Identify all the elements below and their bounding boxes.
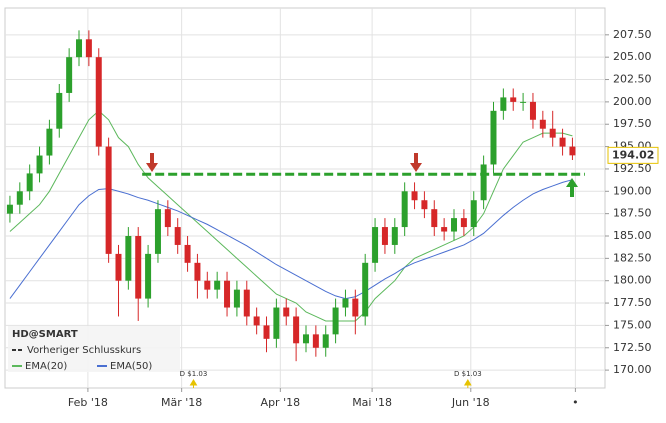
plot-area [4,7,606,389]
candle-body [431,209,438,228]
candle-body [243,289,250,317]
ema-line [9,110,573,322]
candle-body [391,227,398,245]
y-tick-label: 180.00 [613,274,652,287]
candle-body [342,298,349,308]
y-tick-label: 175.00 [613,318,652,331]
candle-body [125,236,132,281]
y-tick-label: 207.50 [613,28,652,41]
candle-body [273,307,280,339]
last-price-box [607,146,659,164]
x-tick-label: • [572,396,579,409]
candle-body [233,289,240,308]
x-tick-label: Jun '18 [451,396,490,409]
candle-body [362,262,369,317]
y-tick-label: 182.50 [613,251,652,264]
candle-body [6,204,13,214]
candle-body [145,253,152,299]
candle-body [421,200,428,210]
legend-label: EMA(50) [110,361,152,372]
candle-body [302,334,309,344]
candle-body [520,101,527,103]
candle-body [85,39,92,58]
y-tick-label: 200.00 [613,95,652,108]
candle-body [441,227,448,232]
candle-body [293,316,300,344]
candle-body [66,57,73,93]
legend-label: Vorheriger Schlusskurs [27,345,141,356]
dividend-marker [463,379,472,388]
y-tick-label: 202.50 [613,73,652,86]
candle-body [263,325,270,339]
candle-body [105,146,112,254]
last-price-label: 194.02 [612,148,654,161]
candle-body [322,334,329,348]
legend-label: EMA(20) [25,361,67,372]
y-tick-label: 172.50 [613,341,652,354]
candle-body [95,57,102,147]
dividend-marker [189,379,198,388]
candle-body [26,173,33,192]
candle-body [529,101,536,120]
candle-body [194,262,201,281]
legend-box [8,326,180,372]
candle-body [500,97,507,111]
candle-body [460,218,467,228]
candle-body [16,191,23,205]
candle-body [76,39,83,58]
legend-title: HD@SMART [12,329,78,340]
x-tick-label: Mär '18 [161,396,202,409]
x-tick-label: Mai '18 [352,396,392,409]
candle-body [490,110,497,165]
y-tick-label: 190.00 [613,184,652,197]
arrow-marker [146,153,158,172]
candle-body [401,191,408,228]
candle-body [559,137,566,147]
candle-body [164,209,171,228]
ema-line [9,179,573,300]
x-tick-label: Feb '18 [68,396,108,409]
candle-body [56,92,63,129]
candle-body [174,227,181,245]
candle-body [253,316,260,326]
candle-body [549,128,556,138]
candle-body [184,244,191,263]
x-tick-label: Apr '18 [261,396,301,409]
candle-body [154,209,161,254]
y-tick-label: 185.00 [613,229,652,242]
dividend-label: D $1.03 [180,370,208,378]
legend: HD@SMART Vorheriger Schlusskurs EMA(20) EMA… [8,326,180,372]
candle-body [312,334,319,348]
candle-body [411,191,418,201]
candle-body [352,298,359,317]
candle-body [115,253,122,281]
candle-body [283,307,290,317]
candle-body [204,280,211,290]
y-tick-label: 197.50 [613,117,652,130]
y-tick-label: 192.50 [613,162,652,175]
arrow-marker [566,178,578,197]
candle-body [36,155,43,174]
y-tick-label: 170.00 [613,363,652,376]
y-tick-label: 187.50 [613,207,652,220]
arrow-marker [410,153,422,172]
dividend-label: D $1.03 [454,370,482,378]
candle-body [381,227,388,245]
candle-body [451,218,458,232]
candle-body [470,200,477,228]
candle-body [510,97,517,102]
candle-body [224,280,231,308]
candle-body [135,236,142,299]
y-tick-label: 177.50 [613,296,652,309]
candle-body [569,146,576,156]
candle-body [332,307,339,335]
candle-body [480,164,487,201]
candle-body [214,280,221,290]
candle-body [539,119,546,129]
candle-body [372,227,379,263]
y-tick-label: 205.00 [613,50,652,63]
candle-body [46,128,53,156]
